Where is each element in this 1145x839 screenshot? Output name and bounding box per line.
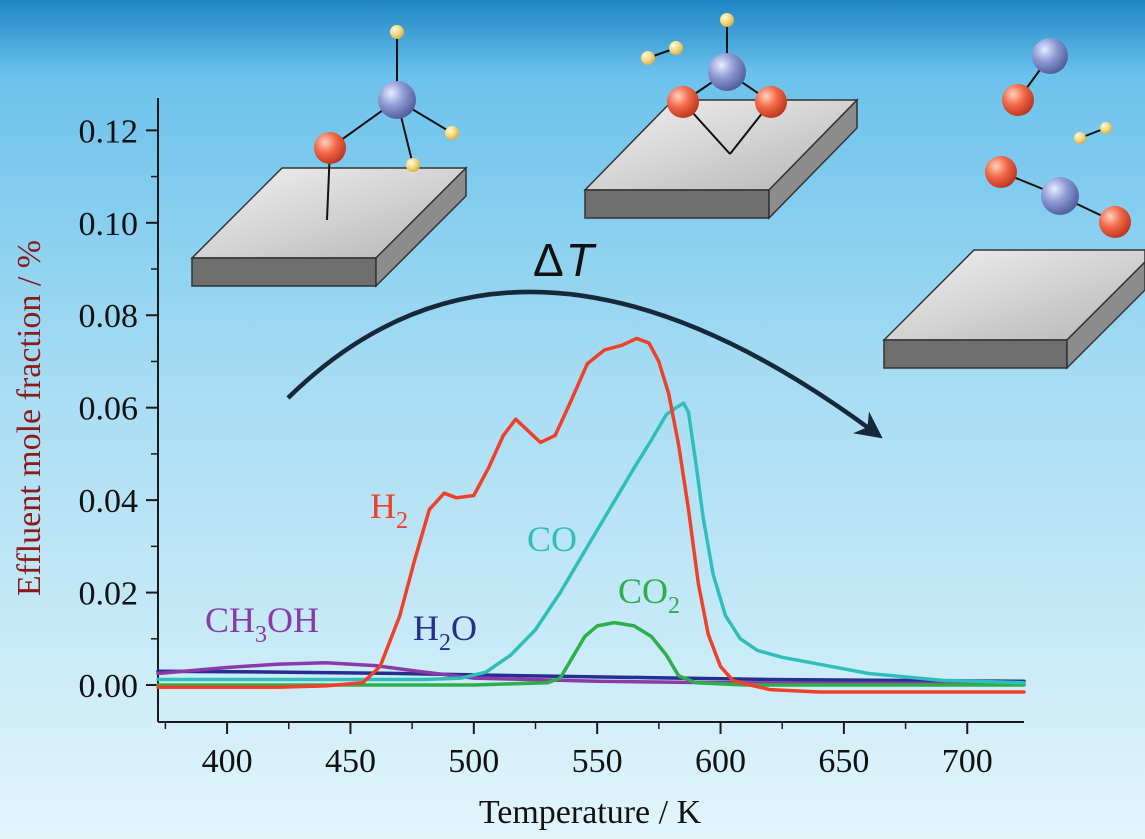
x-tick-label: 700	[942, 743, 993, 780]
x-axis-ticks: 400 450 500 550 600 650 700	[164, 722, 993, 780]
y-tick-label: 0.10	[79, 206, 139, 243]
x-tick-label: 500	[448, 743, 499, 780]
delta-t-annotation: ΔT	[286, 234, 883, 439]
x-tick-label: 400	[202, 743, 253, 780]
series-layer	[156, 336, 1026, 694]
y-tick-label: 0.00	[79, 668, 139, 705]
series-label-h2o: H2O	[413, 608, 477, 656]
series-line-h2	[156, 336, 1026, 694]
series-label-ch3oh: CH3OH	[205, 600, 319, 648]
x-tick-label: 450	[325, 743, 376, 780]
x-tick-label: 600	[695, 743, 746, 780]
y-axis-ticks: 0.00 0.02 0.04 0.06 0.08 0.10 0.12	[79, 113, 158, 705]
y-tick-label: 0.06	[79, 391, 139, 428]
y-tick-label: 0.04	[79, 483, 139, 520]
delta-t-label: ΔT	[533, 234, 597, 286]
surface-slab-2-illustration	[583, 13, 859, 220]
series-label-co2: CO2	[618, 571, 680, 619]
chart-axes: 400 450 500 550 600 650 700 0.000.020.040.060.…	[79, 98, 1024, 780]
surface-slab-1-illustration	[190, 25, 468, 288]
y-tick-label: 0.02	[79, 576, 139, 613]
series-line-co2	[156, 620, 1026, 687]
series-line-co	[156, 401, 1026, 685]
series-label-h2: H2	[370, 486, 408, 534]
series-labels: H2 CO CO2 CH3OH H2O	[205, 486, 680, 656]
series-line-h2o	[156, 669, 1026, 684]
series-line-ch3oh	[156, 661, 1026, 686]
y-axis-title: Effluent mole fraction / %	[11, 240, 48, 596]
x-tick-label: 550	[572, 743, 623, 780]
y-tick-label: 0.12	[79, 113, 139, 150]
x-tick-label: 650	[818, 743, 869, 780]
x-axis-title: Temperature / K	[479, 794, 702, 831]
series-label-co: CO	[527, 519, 577, 559]
curved-arrow	[286, 289, 883, 439]
surface-slab-3-illustration	[882, 38, 1145, 370]
y-tick-label: 0.08	[79, 298, 139, 335]
